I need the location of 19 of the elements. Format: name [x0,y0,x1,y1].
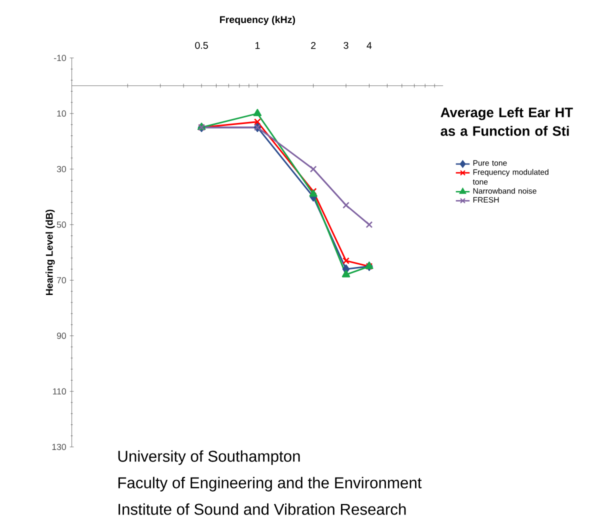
y-tick-label: 90 [56,332,66,340]
y-tick-label: 30 [56,166,66,172]
text: Institute of Sound and Vibration Research [118,504,406,516]
text: Faculty of Engineering and the Environment [118,477,422,492]
y-axis-title: Hearing Level (dB) [46,210,55,296]
y-tick-label: 50 [56,222,66,228]
text: Average Left Ear HT as a Function of Sti [440,107,573,136]
x-axis-title: Frequency (kHz) [220,16,296,26]
y-tick-label: 70 [57,277,66,284]
x-tick-label: 4 [366,42,372,50]
y-tick-label: 110 [53,388,66,395]
y-tick-label: -10 [54,55,66,62]
text: University of Southampton [118,450,300,466]
y-tick-label: 10 [57,110,66,117]
x-tick-label: 1 [255,42,260,50]
x-tick-label: 2 [311,42,316,50]
y-tick-label: 130 [52,444,66,450]
x-tick-label: 3 [344,42,348,50]
x-tick-label: 0.5 [195,42,208,50]
